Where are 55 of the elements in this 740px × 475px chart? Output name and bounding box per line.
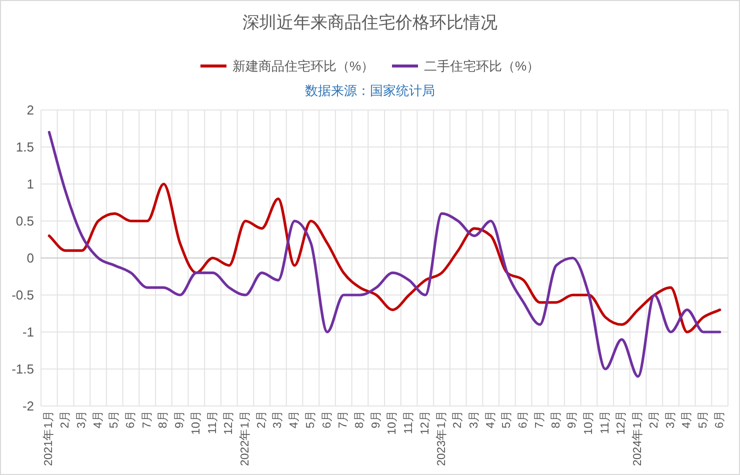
x-tick-label: 8月 [158, 410, 170, 428]
x-tick-label: 2022年1月 [239, 410, 252, 466]
y-tick-label: 1 [26, 176, 34, 192]
x-tick-label: 12月 [616, 410, 628, 435]
y-tick-label: -2 [22, 398, 34, 414]
x-tick-label: 5月 [501, 410, 514, 428]
x-tick-label: 2月 [648, 410, 660, 428]
x-tick-label: 10月 [582, 410, 595, 435]
x-tick-label: 4月 [681, 410, 694, 428]
y-tick-label: 0 [26, 250, 34, 266]
y-tick-label: -0.5 [12, 288, 34, 302]
x-tick-label: 9月 [370, 410, 382, 428]
x-tick-label: 7月 [534, 410, 546, 428]
x-tick-label: 7月 [338, 410, 350, 428]
x-tick-label: 8月 [550, 410, 562, 428]
x-tick-label: 2024年1月 [632, 410, 644, 466]
x-tick-label: 9月 [566, 410, 579, 428]
x-tick-label: 2月 [452, 410, 464, 428]
x-tick-label: 10月 [386, 410, 399, 435]
x-tick-label: 5月 [304, 410, 317, 428]
y-tick-label: 0.5 [16, 214, 34, 228]
x-tick-label: 2021年1月 [43, 410, 56, 466]
x-tick-label: 7月 [141, 410, 154, 428]
y-tick-label: 2 [26, 102, 34, 118]
x-tick-label: 12月 [223, 410, 236, 435]
legend-label: 新建商品住宅环比（%） [232, 58, 374, 74]
title: 深圳近年来商品住宅价格环比情况 [242, 13, 498, 32]
x-tick-label: 11月 [206, 410, 219, 434]
x-tick-label: 11月 [403, 410, 416, 434]
x-tick-label: 4月 [288, 410, 301, 428]
x-tick-label: 6月 [321, 410, 334, 428]
x-tick-label: 12月 [419, 410, 432, 435]
x-tick-label: 5月 [697, 410, 710, 428]
x-tick-label: 4月 [484, 410, 497, 428]
x-tick-label: 2月 [60, 410, 72, 428]
legend-label: 二手住宅环比（%） [424, 58, 540, 74]
x-tick-label: 3月 [76, 410, 88, 428]
y-tick-label: -1 [22, 324, 34, 340]
x-tick-label: 9月 [174, 410, 186, 428]
y-tick-label: 1.5 [16, 140, 34, 154]
x-tick-label: 2023年1月 [436, 410, 448, 466]
x-tick-label: 6月 [714, 410, 726, 428]
x-tick-label: 3月 [664, 410, 677, 428]
x-tick-label: 8月 [354, 410, 366, 428]
x-tick-label: 11月 [599, 410, 612, 434]
x-tick-label: 3月 [468, 410, 480, 428]
x-tick-label: 5月 [108, 410, 121, 428]
annotation: 数据来源：国家统计局 [305, 83, 435, 98]
x-tick-label: 4月 [92, 410, 104, 428]
y-tick-label: -1.5 [12, 362, 34, 376]
x-tick-label: 10月 [190, 410, 202, 435]
x-tick-label: 3月 [272, 410, 284, 428]
x-tick-label: 6月 [518, 410, 530, 428]
x-tick-label: 2月 [256, 410, 268, 428]
x-tick-label: 6月 [124, 410, 137, 428]
